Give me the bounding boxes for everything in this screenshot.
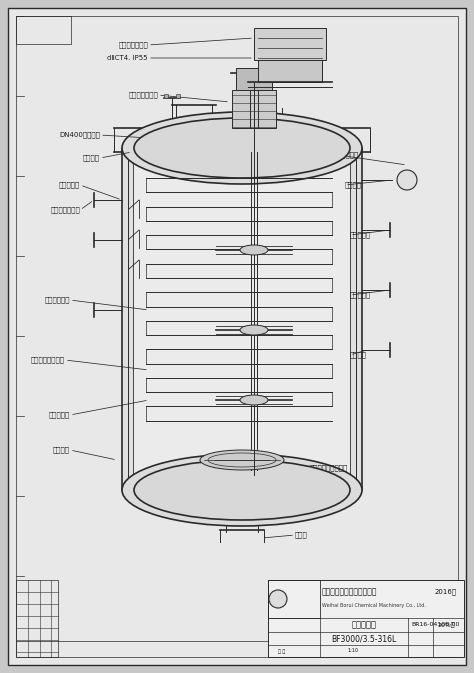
Text: DN400中心人孔: DN400中心人孔 [59, 132, 100, 139]
Text: 1:10: 1:10 [347, 649, 358, 653]
Text: 上进料管: 上进料管 [53, 447, 70, 454]
Ellipse shape [269, 590, 287, 608]
Text: 夹层想博器: 夹层想博器 [59, 182, 80, 188]
Text: 夹层进出口: 夹层进出口 [350, 291, 371, 298]
Bar [236, 68, 272, 90]
Text: 测温屑管: 测温屑管 [345, 182, 362, 188]
Text: 探测温度计: 探测温度计 [338, 151, 359, 158]
Bar [122, 148, 362, 490]
Bar [164, 94, 168, 98]
Bar [268, 580, 464, 657]
Bar [176, 94, 180, 98]
Ellipse shape [122, 112, 362, 184]
Ellipse shape [240, 395, 268, 405]
Text: 盘管进出口: 盘管进出口 [350, 232, 371, 238]
Text: 下吉板: 下吉板 [295, 532, 308, 538]
Bar [258, 60, 322, 82]
Ellipse shape [200, 450, 284, 470]
Text: 磁力耦合传动器: 磁力耦合传动器 [128, 92, 158, 98]
Ellipse shape [240, 325, 268, 335]
Text: 20%尺: 20%尺 [437, 623, 455, 628]
Text: 上盘法兰: 上盘法兰 [83, 155, 100, 162]
Text: 四层叶橄梹: 四层叶橄梹 [49, 412, 70, 419]
Text: 2016年: 2016年 [435, 589, 457, 596]
Text: 威海博锐化工机械有限公司: 威海博锐化工机械有限公司 [322, 588, 377, 596]
Ellipse shape [397, 170, 417, 190]
Text: dⅡCT4. IP55: dⅡCT4. IP55 [108, 55, 148, 61]
Ellipse shape [240, 245, 268, 255]
Bar [232, 90, 276, 128]
Bar [16, 16, 71, 44]
Text: 加氢反应釜: 加氢反应釜 [352, 621, 376, 629]
Ellipse shape [134, 118, 350, 178]
Bar [134, 148, 350, 490]
Bar [268, 580, 320, 618]
Text: 桨叶圆盘清能: 桨叶圆盘清能 [45, 297, 70, 304]
Text: 气体进口气体分布器: 气体进口气体分布器 [310, 464, 348, 471]
Text: 防爆电机减速机: 防爆电机减速机 [118, 42, 148, 48]
Ellipse shape [134, 460, 350, 520]
Text: Weihai Borui Chemical Machinery Co., Ltd.: Weihai Borui Chemical Machinery Co., Ltd… [322, 604, 426, 608]
Text: 比 例: 比 例 [278, 649, 286, 653]
Text: BR16-0410B-00: BR16-0410B-00 [412, 623, 460, 627]
Text: 洗涤接（中空）: 洗涤接（中空） [50, 207, 80, 213]
Text: 高效自吸式扇派器: 高效自吸式扇派器 [31, 357, 65, 363]
Text: 夹层出口口: 夹层出口口 [290, 501, 311, 508]
Text: 内冷盘管: 内冷盘管 [350, 352, 367, 358]
Text: BF3000/3.5-316L: BF3000/3.5-316L [331, 635, 397, 643]
Ellipse shape [122, 454, 362, 526]
Bar [16, 580, 58, 657]
Bar [254, 28, 326, 60]
